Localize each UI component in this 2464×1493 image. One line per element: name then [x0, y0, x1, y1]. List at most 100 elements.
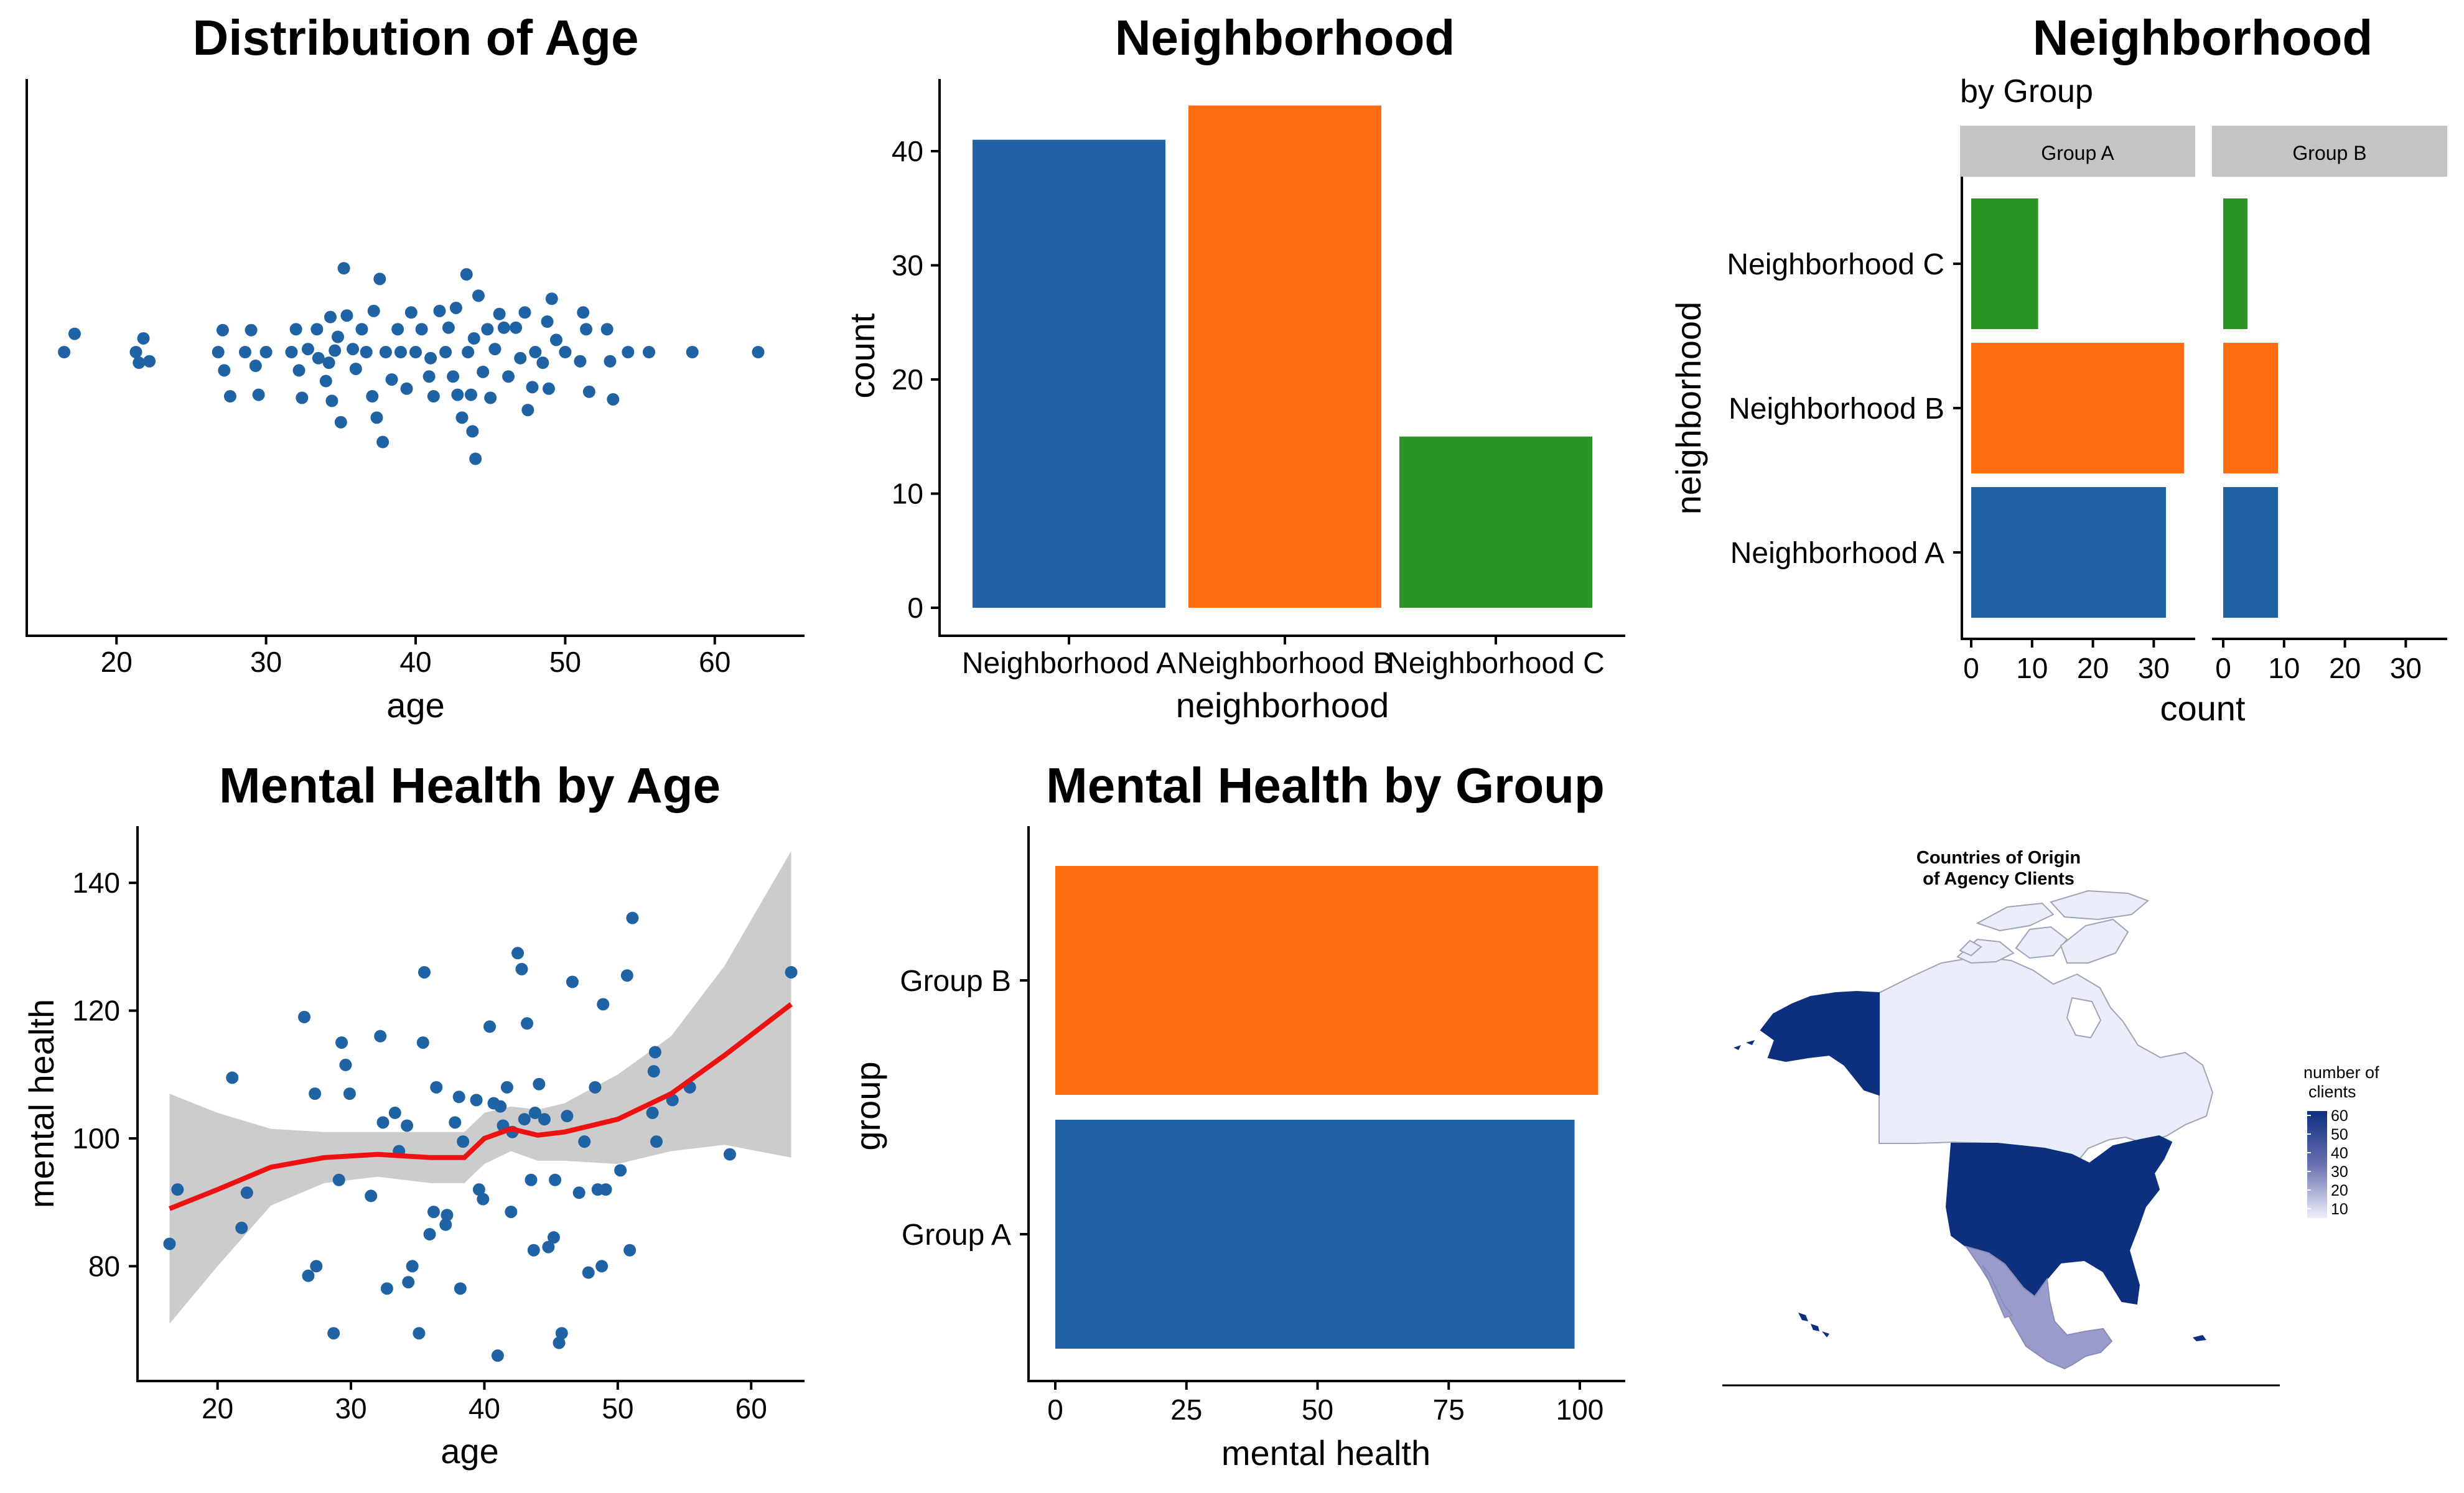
p3-facet-label-a: Group A [2041, 142, 2114, 164]
p1-x-tick-label: 40 [399, 646, 431, 678]
p5-x-axis-label: mental health [1221, 1433, 1430, 1472]
p1-point [502, 370, 515, 383]
p1-point [600, 323, 614, 336]
p4-point [785, 965, 798, 979]
p1-point [549, 333, 562, 347]
p1-point [385, 373, 398, 386]
map-legend-tick-label: 40 [2331, 1145, 2348, 1162]
p1-point [451, 388, 464, 401]
p1-point [373, 272, 386, 286]
p5-x-tick-label: 25 [1170, 1393, 1202, 1426]
p1-point [319, 374, 332, 388]
p4-point [430, 1081, 443, 1094]
p4-point [542, 1240, 555, 1253]
p4-point [582, 1266, 595, 1279]
p4-point [623, 1244, 637, 1257]
map-baffin-island [2060, 918, 2129, 964]
p1-point [518, 306, 531, 319]
p3-bar [1971, 487, 2166, 618]
p4-point [547, 1231, 560, 1244]
p1-point [488, 343, 502, 356]
p1-point [310, 323, 324, 336]
p1-point [469, 452, 482, 465]
p1-point [529, 346, 542, 358]
map-title-line-1: Countries of Origin [1916, 848, 2081, 868]
p5-y-tick-label: Group A [902, 1219, 1011, 1252]
p5-x-tick-label: 50 [1302, 1393, 1333, 1426]
panel-origin-map: Countries of Origin of Agency Clients [1722, 848, 2379, 1387]
p4-point [163, 1237, 176, 1250]
p4-point [477, 1193, 490, 1206]
p4-point [511, 947, 525, 960]
p1-point [686, 346, 699, 358]
p4-x-tick-label: 60 [735, 1392, 767, 1425]
p4-title: Mental Health by Age [219, 758, 721, 813]
p1-point [216, 323, 229, 337]
p4-x-tick-label: 40 [469, 1392, 500, 1425]
p1-point [415, 323, 428, 336]
p2-y-tick-label: 30 [892, 249, 923, 282]
p1-point [433, 304, 446, 317]
map-legend-title-line-2: clients [2308, 1082, 2356, 1101]
p4-point [343, 1087, 356, 1100]
p4-point [332, 1173, 345, 1186]
p1-point [526, 381, 539, 394]
p1-point [541, 315, 554, 328]
map-legend-tick-label: 20 [2331, 1182, 2348, 1199]
p1-point [643, 346, 655, 358]
p1-point [366, 390, 379, 403]
p1-point [447, 370, 460, 383]
p4-point [515, 962, 528, 975]
p3-x-ticks: 0 10 20 30 0 10 20 30 [1963, 639, 2422, 684]
map-aleutian-islands [1734, 1040, 1755, 1050]
p4-point [374, 1030, 387, 1043]
p4-point [457, 1135, 470, 1148]
p4-x-axis-label: age [441, 1431, 498, 1471]
p1-point [449, 301, 462, 314]
p3-bar [2223, 343, 2279, 473]
p4-y-tick-label: 100 [72, 1122, 120, 1155]
p4-y-axis-label: mental health [22, 999, 61, 1208]
p4-point [454, 1282, 467, 1295]
p1-point [521, 404, 534, 417]
p1-point [455, 411, 469, 424]
p1-point [379, 346, 392, 358]
p4-point [402, 1276, 415, 1289]
p4-point [533, 1077, 546, 1091]
p1-point [133, 356, 146, 370]
p1-point [577, 306, 590, 319]
p2-x-axis-label: neighborhood [1176, 686, 1389, 725]
p1-points [58, 262, 765, 465]
p3-y-axis-label: neighborhood [1669, 302, 1708, 515]
p1-point [467, 332, 480, 345]
p4-point [441, 1209, 454, 1222]
p4-point [595, 1260, 609, 1273]
map-region-alaska [1734, 990, 1880, 1096]
p4-point [380, 1282, 393, 1295]
p4-point [491, 1349, 504, 1362]
p3-bars [1971, 198, 2279, 618]
p3-x-tick-label: 30 [2138, 652, 2170, 684]
p4-point [376, 1116, 390, 1129]
p3-subtitle: by Group [1960, 73, 2093, 109]
p1-point [424, 351, 437, 365]
p3-y-tick-label: Neighborhood A [1730, 537, 1944, 570]
p4-point [171, 1183, 184, 1196]
p3-y-tick-label: Neighborhood B [1729, 393, 1944, 426]
p3-x-tick-label: 0 [1963, 652, 1979, 684]
p2-y-ticks: 0 10 20 30 40 [892, 135, 940, 624]
p1-point [607, 393, 620, 406]
p4-point [561, 1110, 574, 1123]
p4-point [439, 1218, 452, 1231]
map-legend-tick-label: 50 [2331, 1126, 2348, 1143]
p4-y-tick-label: 120 [72, 995, 120, 1027]
p5-y-ticks: Group A Group B [900, 965, 1029, 1252]
p1-x-ticks: 20 30 40 50 60 [101, 636, 730, 678]
p4-x-tick-label: 20 [202, 1392, 233, 1425]
p4-point [614, 1164, 627, 1177]
p4-point [235, 1221, 248, 1234]
p1-point [370, 411, 383, 424]
p1-point [427, 390, 440, 403]
p2-title: Neighborhood [1115, 10, 1455, 65]
